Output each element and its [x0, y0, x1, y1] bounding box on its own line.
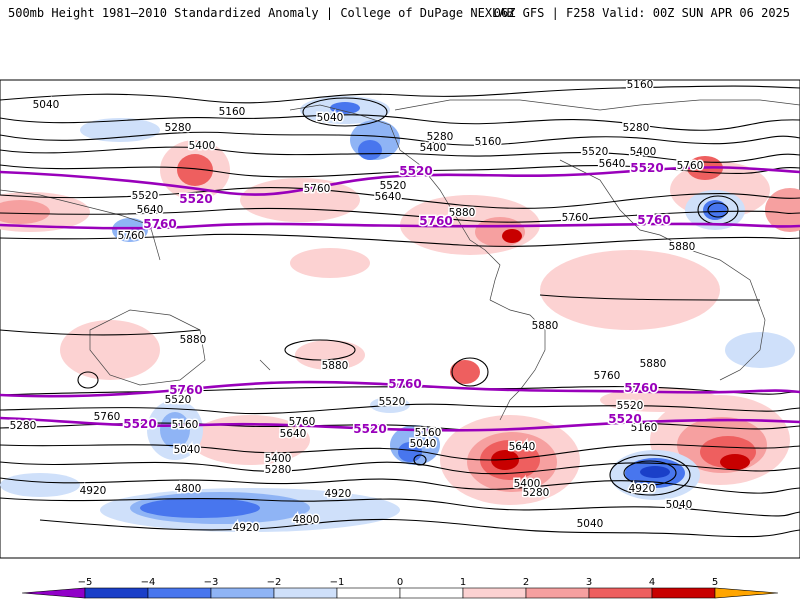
contour-label: 5160 — [219, 106, 246, 118]
map-title: 500mb Height 1981–2010 Standardized Anom… — [8, 6, 514, 20]
colorbar-segment — [651, 587, 716, 599]
contour-label: 5880 — [449, 207, 476, 219]
colorbar-tick-label: 3 — [586, 577, 592, 588]
thickness-label: 5760 — [624, 381, 657, 395]
contour-label: 5880 — [669, 241, 696, 253]
contour-label: 5040 — [577, 518, 604, 530]
contour-label: 5280 — [165, 122, 192, 134]
contour-label: 5520 — [165, 394, 192, 406]
contour-label: 5760 — [304, 183, 331, 195]
contour-label: 5160 — [172, 419, 199, 431]
contour-label: 5160 — [631, 422, 658, 434]
contour-label: 5880 — [640, 358, 667, 370]
contour-label: 5040 — [666, 499, 693, 511]
contour-label: 5760 — [594, 370, 621, 382]
thickness-label: 5760 — [419, 214, 452, 228]
colorbar-tick-label: −4 — [141, 577, 156, 588]
colorbar-segment — [147, 587, 212, 599]
contour-label: 5520 — [380, 180, 407, 192]
contour-label: 5160 — [627, 79, 654, 91]
contour-label: 5760 — [289, 416, 316, 428]
contour-label: 5520 — [132, 190, 159, 202]
contour-label: 4920 — [325, 488, 352, 500]
contour-label: 4920 — [233, 522, 260, 534]
colorbar-segment — [525, 587, 590, 599]
colorbar-tick-label: −3 — [204, 577, 219, 588]
colorbar-segment — [336, 587, 401, 599]
contour-label: 5520 — [379, 396, 406, 408]
thickness-label: 5760 — [169, 383, 202, 397]
contour-label: 5520 — [582, 146, 609, 158]
contour-label: 5280 — [265, 464, 292, 476]
contour-label: 5640 — [137, 204, 164, 216]
colorbar-tick-label: −1 — [330, 577, 345, 588]
contour-label: 5400 — [630, 146, 657, 158]
contour-label: 5760 — [118, 230, 145, 242]
colorbar-segment — [462, 587, 527, 599]
contour-label: 4920 — [629, 483, 656, 495]
coastlines — [0, 99, 800, 421]
contour-label: 5880 — [180, 334, 207, 346]
colorbar-segment — [273, 587, 338, 599]
contour-label: 5760 — [677, 160, 704, 172]
thickness-label: 5520 — [179, 192, 212, 206]
colorbar-tick-label: 5 — [712, 577, 718, 588]
colorbar-tick-label: 4 — [649, 577, 655, 588]
colorbar-tick-label: −5 — [78, 577, 93, 588]
purple-thickness-lines — [0, 166, 800, 432]
contour-label: 5040 — [33, 99, 60, 111]
contour-label: 5040 — [317, 112, 344, 124]
thickness-label: 5520 — [399, 164, 432, 178]
contour-label: 4800 — [293, 514, 320, 526]
contour-label: 5520 — [617, 400, 644, 412]
contour-labels: 5040516052805400552056405760504052805400… — [8, 79, 705, 536]
colorbar-segment — [399, 587, 464, 599]
contour-label: 5280 — [623, 122, 650, 134]
thickness-label: 5520 — [353, 422, 386, 436]
contour-label: 5400 — [420, 142, 447, 154]
colorbar-tick-label: 1 — [460, 577, 466, 588]
contour-label: 5640 — [280, 428, 307, 440]
thickness-label: 5760 — [637, 213, 670, 227]
colorbar-segment — [210, 587, 275, 599]
contour-label: 4920 — [80, 485, 107, 497]
contour-label: 5160 — [415, 427, 442, 439]
contour-label: 5640 — [599, 158, 626, 170]
anomaly-colorbar: −5 −4 −3 −2 −1 0 1 2 3 4 5 — [21, 577, 779, 599]
model-run-info: 06Z GFS | F258 Valid: 00Z SUN APR 06 202… — [493, 6, 790, 20]
thickness-label: 5520 — [630, 161, 663, 175]
contour-label: 5280 — [10, 420, 37, 432]
contour-label: 5640 — [509, 441, 536, 453]
contour-label: 5280 — [427, 131, 454, 143]
contour-label: 5280 — [523, 487, 550, 499]
contour-label: 4800 — [175, 483, 202, 495]
contour-label: 5760 — [562, 212, 589, 224]
positive-anomaly-shading — [0, 140, 800, 505]
contour-label: 5400 — [189, 140, 216, 152]
contour-label: 5880 — [322, 360, 349, 372]
colorbar-segment — [84, 587, 149, 599]
contour-label: 5760 — [94, 411, 121, 423]
colorbar-segment — [588, 587, 653, 599]
contour-label: 5160 — [475, 136, 502, 148]
colorbar-tick-label: −2 — [267, 577, 282, 588]
contour-label: 5400 — [514, 478, 541, 490]
colorbar-tick-label: 0 — [397, 577, 403, 588]
thickness-label: 5520 — [123, 417, 156, 431]
contour-label: 5880 — [532, 320, 559, 332]
contour-label: 5400 — [265, 453, 292, 465]
colorbar-arrow-right — [714, 587, 779, 599]
thickness-label: 5760 — [388, 377, 421, 391]
contour-label: 5040 — [410, 438, 437, 450]
thickness-label: 5520 — [608, 412, 641, 426]
contour-label: 5640 — [375, 191, 402, 203]
colorbar-arrow-left — [21, 587, 86, 599]
contour-label: 5040 — [174, 444, 201, 456]
colorbar-tick-label: 2 — [523, 577, 529, 588]
thickness-label: 5760 — [143, 217, 176, 231]
